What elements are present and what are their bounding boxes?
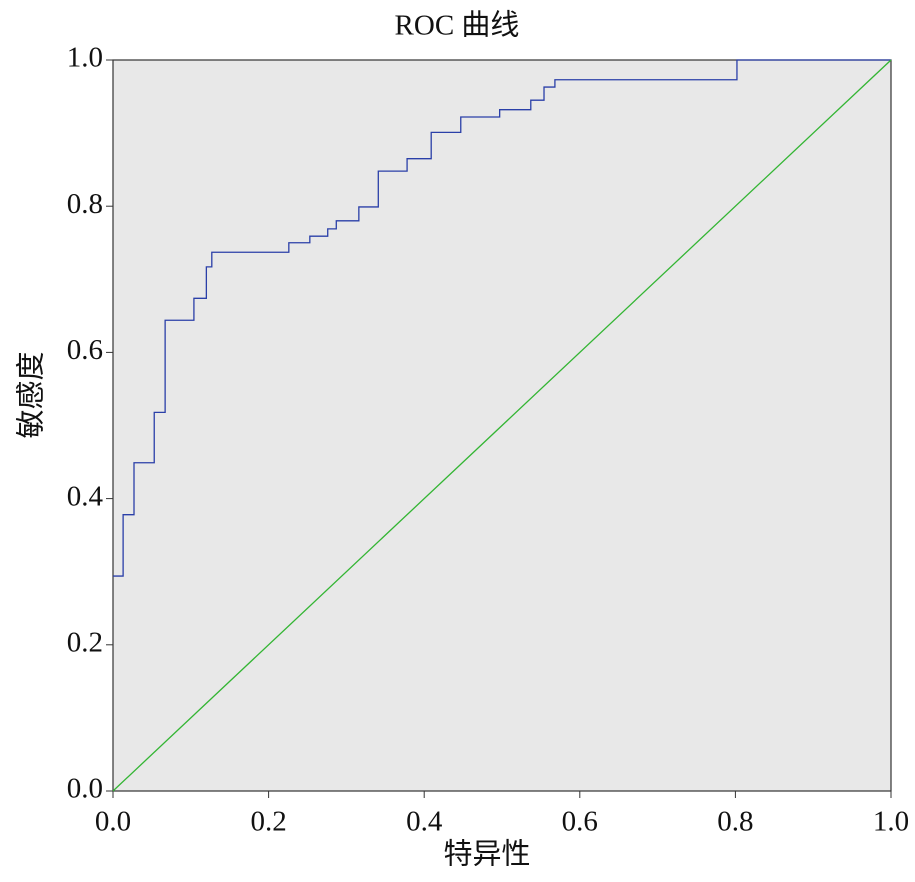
y-tick-label: 0.4 [67, 480, 104, 512]
x-tick-label: 0.6 [562, 806, 598, 838]
y-tick-label: 0.8 [67, 188, 103, 220]
x-tick-label: 0.0 [95, 806, 131, 838]
y-axis-label: 敏感度 [15, 351, 48, 438]
x-tick-label: 0.2 [250, 806, 286, 838]
line [113, 59, 891, 577]
line [112, 59, 892, 792]
y-tick-label: 0.2 [67, 626, 103, 658]
y-tick-label: 1.0 [67, 42, 103, 74]
x-tick-label: 1.0 [873, 806, 909, 838]
x-tick-label: 0.8 [717, 806, 753, 838]
x-tick-label: 0.4 [406, 806, 443, 838]
y-tick-label: 0.6 [67, 334, 103, 366]
x-axis-label: 特异性 [443, 838, 530, 871]
y-tick-label: 0.0 [67, 773, 103, 805]
chart-title: ROC 曲线 [395, 9, 520, 42]
